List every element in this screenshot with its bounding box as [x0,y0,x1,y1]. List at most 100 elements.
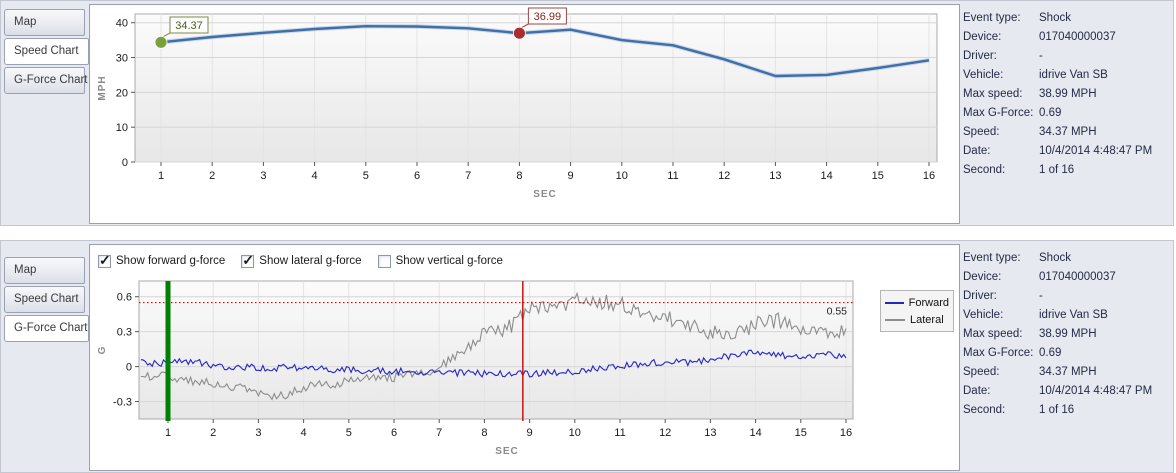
info-value: 1 of 16 [1039,404,1075,416]
info-label: Event type: [963,12,1021,24]
svg-text:11: 11 [614,427,625,439]
checkbox-label: Show forward g-force [116,255,226,267]
svg-text:0.6: 0.6 [117,292,132,304]
info-label: Max G-Force: [963,107,1034,119]
info-value: 1 of 16 [1039,164,1075,176]
info-value: 0.69 [1039,107,1062,119]
svg-text:2: 2 [209,170,215,182]
svg-text:0.3: 0.3 [117,327,132,339]
event-info-panel-top: Event type: Shock Device: 017040000037 Dri… [963,9,1173,180]
gforce-options-bar: ✓ Show forward g-force ✓ Show lateral g-… [98,250,519,272]
svg-text:14: 14 [749,427,761,439]
svg-text:14: 14 [820,170,832,182]
info-row: Event type: Shock [963,249,1173,268]
checkbox-show-forward-gforce[interactable]: ✓ Show forward g-force [98,251,226,268]
svg-text:16: 16 [840,427,852,439]
speed-chart-panel: Map Speed Chart G-Force Chart 0 10 20 30 40 1… [0,0,1174,226]
info-row: Max G-Force: 0.69 [963,104,1173,123]
tab-speed-chart[interactable]: Speed Chart [4,286,85,313]
info-row: Max speed: 38.99 MPH [963,85,1173,104]
info-value: 38.99 MPH [1039,88,1097,100]
svg-text:12: 12 [659,427,671,439]
lateral-line-swatch-icon [885,318,905,321]
info-row: Max G-Force: 0.69 [963,344,1173,363]
svg-text:G: G [97,346,108,355]
checkbox-box: ✓ [377,254,391,268]
info-label: Speed: [963,366,1000,378]
info-row: Second: 1 of 16 [963,401,1173,420]
checkbox-check-icon: ✓ [99,251,111,268]
info-label: Driver: [963,290,997,302]
info-label: Date: [963,145,991,157]
svg-text:4: 4 [301,427,307,439]
gforce-legend: Forward Lateral [880,290,954,332]
info-value: - [1039,290,1043,302]
info-row: Date: 10/4/2014 4:48:47 PM [963,382,1173,401]
svg-text:9: 9 [527,427,533,439]
info-value: 10/4/2014 4:48:47 PM [1039,385,1153,397]
svg-text:8: 8 [481,427,487,439]
info-label: Second: [963,404,1006,416]
info-label: Second: [963,164,1006,176]
info-row: Driver: - [963,287,1173,306]
info-value: - [1039,50,1043,62]
svg-text:40: 40 [116,18,128,30]
checkbox-box: ✓ [98,251,111,268]
svg-text:6: 6 [414,170,420,182]
info-label: Device: [963,271,1002,283]
info-value: 0.69 [1039,347,1062,359]
forward-line-swatch-icon [885,301,904,304]
gforce-chart-container: ✓ Show forward g-force ✓ Show lateral g-… [89,244,960,471]
svg-text:-0.3: -0.3 [113,397,132,409]
info-value: 38.99 MPH [1039,328,1097,340]
info-value: 10/4/2014 4:48:47 PM [1039,145,1153,157]
event-info-panel-bottom: Event type: Shock Device: 017040000037 Dri… [963,249,1173,420]
info-label: Max speed: [963,328,1023,340]
info-value: idrive Van SB [1039,309,1108,321]
svg-text:3: 3 [255,427,261,439]
info-label: Date: [963,385,991,397]
info-label: Device: [963,31,1002,43]
info-value: 34.37 MPH [1039,366,1097,378]
info-label: Event type: [963,252,1021,264]
svg-text:4: 4 [312,170,318,182]
checkbox-check-icon: ✓ [242,251,255,268]
svg-text:9: 9 [568,170,574,182]
speed-panel-tab-strip: Map Speed Chart G-Force Chart [1,1,89,225]
tab-map[interactable]: Map [4,257,85,284]
info-row: Driver: - [963,47,1173,66]
svg-text:5: 5 [363,170,369,182]
svg-text:5: 5 [346,427,352,439]
tab-gforce-chart[interactable]: G-Force Chart [4,315,89,342]
svg-text:20: 20 [116,87,128,99]
info-row: Device: 017040000037 [963,268,1173,287]
tab-gforce-chart[interactable]: G-Force Chart [4,67,88,94]
info-row: Vehicle: idrive Van SB [963,306,1173,325]
checkbox-label: Show lateral g-force [259,255,362,267]
info-row: Max speed: 38.99 MPH [963,325,1173,344]
gforce-chart-canvas[interactable]: -0.300.30.61 2 3 4 5 6 7 8 9 10 11 12 13 14 15 16SECG0.… [91,275,958,471]
svg-text:15: 15 [795,427,807,439]
tab-speed-chart[interactable]: Speed Chart [4,38,89,65]
speed-chart-container: 0 10 20 30 40 1 2 3 4 5 6 7 8 9 10 11 12 13 14 15 16 SEC MPH 34… [89,4,960,224]
svg-text:36.99: 36.99 [534,11,562,23]
tab-map[interactable]: Map [4,9,85,36]
info-label: Max G-Force: [963,347,1034,359]
svg-text:7: 7 [436,427,442,439]
svg-text:MPH: MPH [97,75,108,100]
svg-text:0.55: 0.55 [827,306,848,318]
info-label: Vehicle: [963,69,1004,81]
info-row: Speed: 34.37 MPH [963,363,1173,382]
svg-text:34.37: 34.37 [175,20,203,32]
checkbox-show-vertical-gforce[interactable]: ✓ Show vertical g-force [377,254,503,268]
checkbox-show-lateral-gforce[interactable]: ✓ Show lateral g-force [241,251,362,268]
info-row: Speed: 34.37 MPH [963,123,1173,142]
svg-text:30: 30 [116,53,128,65]
svg-text:10: 10 [116,122,128,134]
info-row: Device: 017040000037 [963,28,1173,47]
info-value: Shock [1039,252,1071,264]
checkbox-box: ✓ [241,251,255,268]
info-label: Vehicle: [963,309,1004,321]
